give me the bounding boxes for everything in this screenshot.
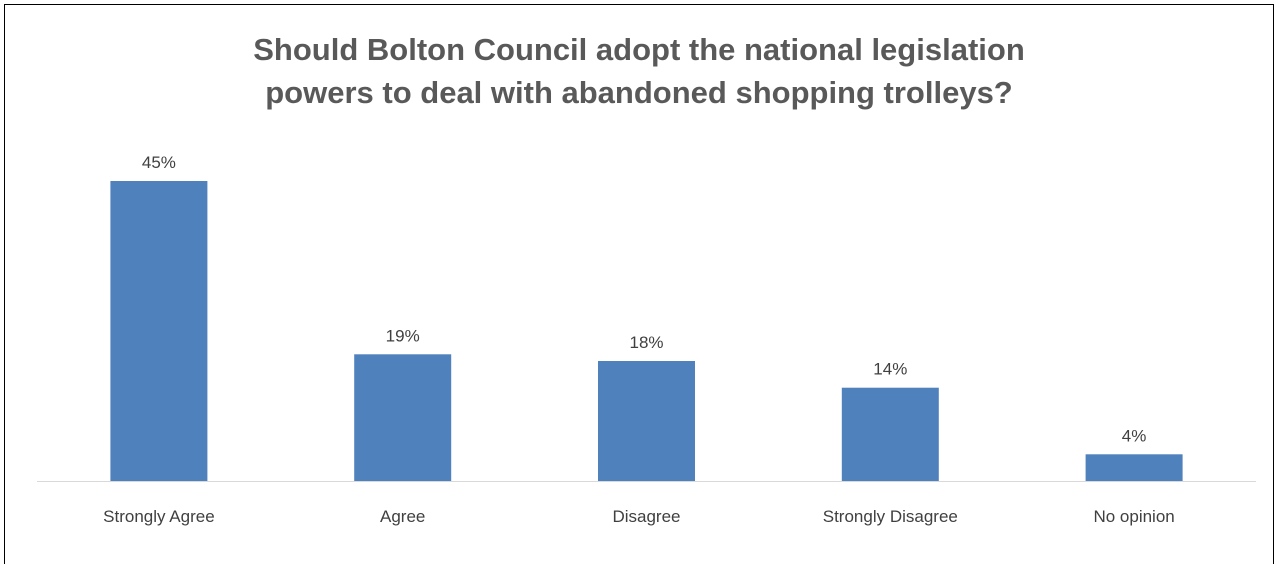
category-label: Disagree (612, 507, 680, 526)
category-label: Agree (380, 507, 425, 526)
category-label: No opinion (1093, 507, 1174, 526)
bar-agree (354, 354, 452, 481)
data-label: 45% (142, 153, 176, 172)
bar-strongly-agree (110, 181, 208, 481)
data-label: 19% (386, 326, 420, 345)
chart-frame (4, 4, 1274, 564)
data-label: 14% (873, 360, 907, 379)
bar-chart: 45% Strongly Agree 19% Agree 18% Disagree 14% S… (37, 153, 1256, 526)
data-label: 18% (629, 333, 663, 352)
bar-disagree (598, 361, 695, 481)
chart-title-line-1: Should Bolton Council adopt the national… (253, 32, 1025, 67)
category-label: Strongly Disagree (823, 507, 958, 526)
chart-title: Should Bolton Council adopt the national… (0, 28, 1278, 114)
bar-strongly-disagree (841, 387, 939, 481)
category-label: Strongly Agree (103, 507, 215, 526)
bar-no-opinion (1085, 454, 1183, 481)
data-label: 4% (1122, 426, 1147, 445)
chart-title-line-2: powers to deal with abandoned shopping t… (265, 75, 1013, 110)
